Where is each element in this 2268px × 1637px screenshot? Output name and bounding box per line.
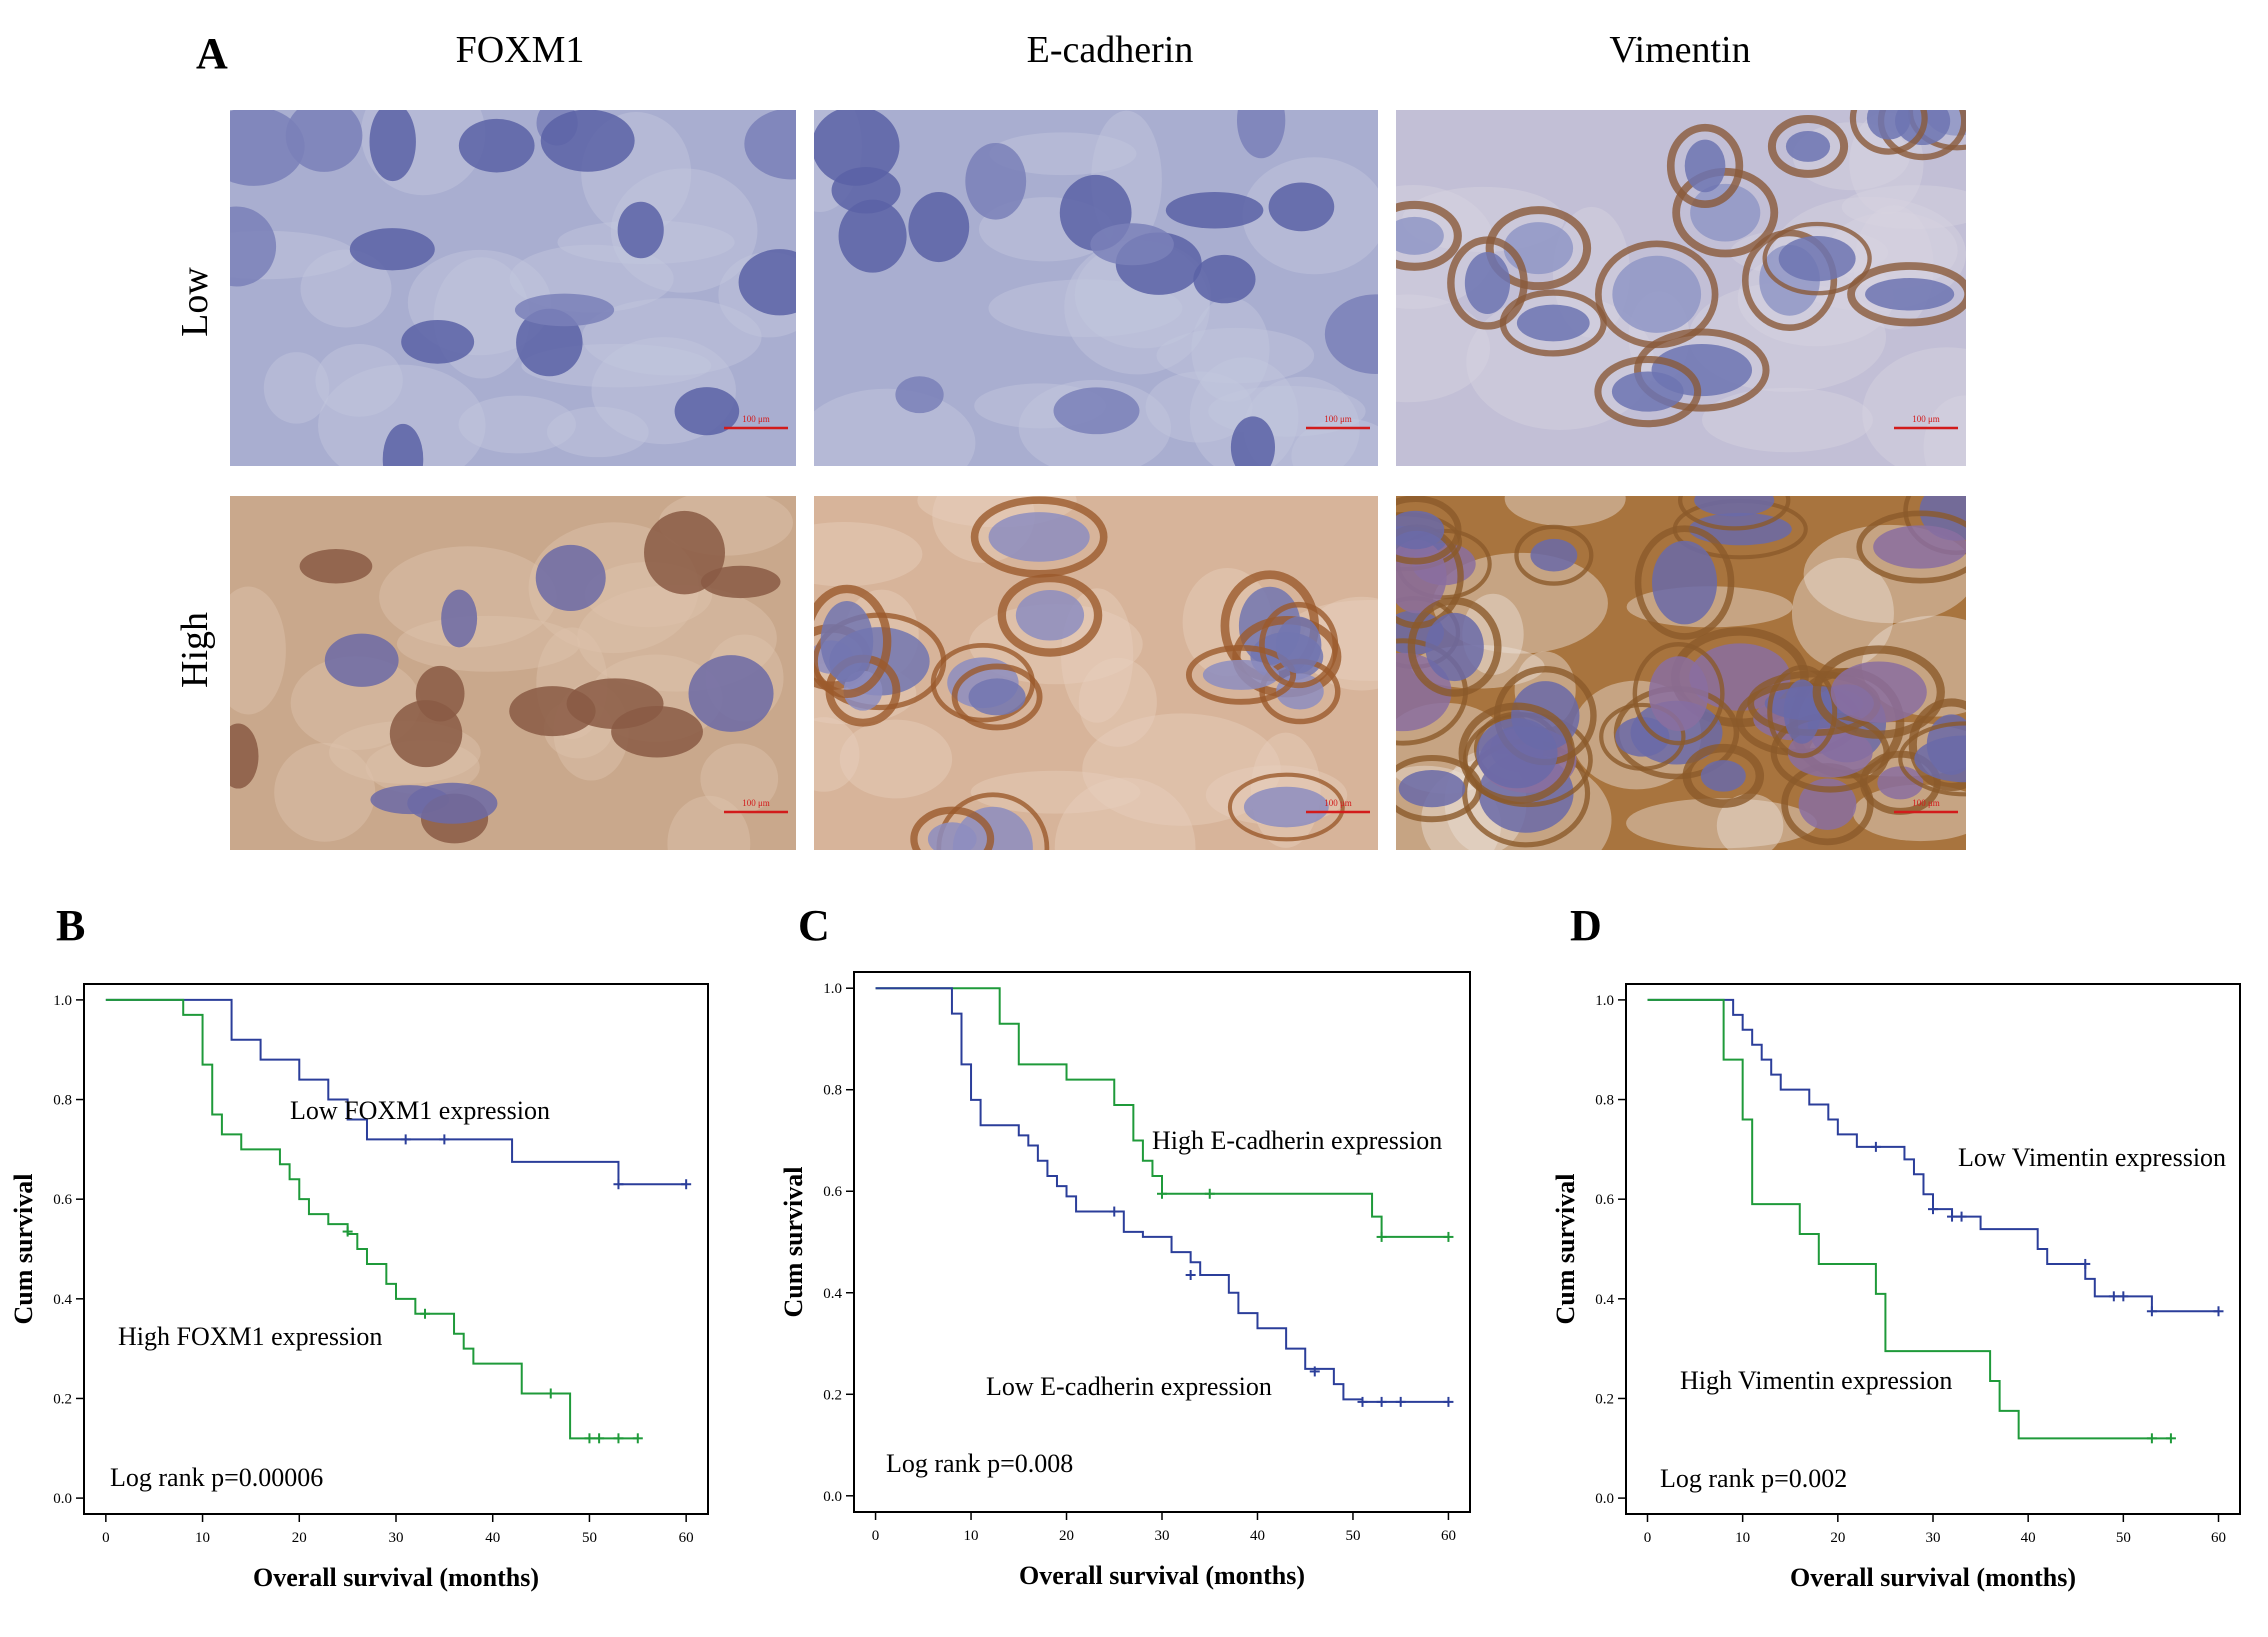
micrograph-texture: 100 μm xyxy=(1396,110,1966,466)
x-tick-label: 60 xyxy=(679,1530,694,1546)
series-label-1: High Vimentin expression xyxy=(1680,1366,1952,1395)
x-tick-label: 10 xyxy=(964,1528,979,1544)
column-title-e-cadherin: E-cadherin xyxy=(1026,29,1194,71)
micrograph-texture: 100 μm xyxy=(814,496,1378,850)
micrograph-vimentin-high: 100 μm xyxy=(1396,496,1966,850)
micrograph-e-cadherin-high: 100 μm xyxy=(814,496,1378,850)
micrograph-foxm1-low: 100 μm xyxy=(230,110,796,466)
micrograph-e-cadherin-low: 100 μm xyxy=(814,110,1378,466)
y-axis-label: Cum survival xyxy=(9,1174,38,1325)
plot-frame xyxy=(83,983,709,1515)
x-tick-label: 40 xyxy=(2021,1530,2036,1546)
scale-bar-label: 100 μm xyxy=(1324,414,1352,424)
plot-frame xyxy=(1625,983,2241,1515)
y-axis-label: Cum survival xyxy=(779,1167,808,1318)
x-tick-label: 30 xyxy=(1926,1530,1941,1546)
x-tick-label: 60 xyxy=(1441,1528,1456,1544)
km-chart-vimentin: 0 10 20 30 40 50 60 0.0 0.2 0.4 0.6 0.8 1.0 Overall s… xyxy=(1551,983,2241,1592)
row-label-high: High xyxy=(174,612,216,688)
km-curve-0 xyxy=(875,987,1449,1238)
km-chart-foxm1: 0 10 20 30 40 50 60 0.0 0.2 0.4 0.6 0.8 1.0 Overall s… xyxy=(9,983,709,1592)
scale-bar-label: 100 μm xyxy=(742,414,770,424)
x-tick-label: 40 xyxy=(1250,1528,1265,1544)
scale-bar-label: 100 μm xyxy=(1912,414,1940,424)
x-tick-label: 10 xyxy=(195,1530,210,1546)
y-tick-label: 0.0 xyxy=(1595,1491,1614,1507)
y-tick-label: 0.2 xyxy=(823,1387,842,1403)
km-curve-1 xyxy=(1647,998,2171,1440)
micrograph-texture: 100 μm xyxy=(230,496,796,850)
micrograph-texture: 100 μm xyxy=(1396,496,1966,850)
x-axis-label: Overall survival (months) xyxy=(1790,1563,2076,1592)
micrograph-texture: 100 μm xyxy=(230,110,796,466)
y-tick-label: 0.2 xyxy=(53,1391,72,1407)
x-tick-label: 30 xyxy=(389,1530,404,1546)
y-tick-label: 0.8 xyxy=(823,1083,842,1099)
scale-bar-label: 100 μm xyxy=(742,798,770,808)
x-tick-label: 10 xyxy=(1735,1530,1750,1546)
y-tick-label: 0.4 xyxy=(823,1286,842,1302)
x-tick-label: 50 xyxy=(582,1530,597,1546)
log-rank-annotation: Log rank p=0.002 xyxy=(1660,1464,1847,1493)
panel-b-label: B xyxy=(56,901,86,950)
x-tick-label: 20 xyxy=(292,1530,307,1546)
x-tick-label: 50 xyxy=(1345,1528,1360,1544)
scale-bar-label: 100 μm xyxy=(1912,798,1940,808)
series-label-0: Low FOXM1 expression xyxy=(290,1096,550,1125)
y-tick-label: 0.6 xyxy=(53,1192,72,1208)
km-curve-1 xyxy=(875,987,1449,1403)
x-tick-label: 50 xyxy=(2116,1530,2131,1546)
x-tick-label: 0 xyxy=(102,1530,110,1546)
y-tick-label: 0.8 xyxy=(53,1093,72,1109)
km-curve-0 xyxy=(105,998,687,1186)
scale-bar-label: 100 μm xyxy=(1324,798,1352,808)
km-curve-0 xyxy=(1647,998,2219,1313)
log-rank-annotation: Log rank p=0.008 xyxy=(886,1449,1073,1478)
log-rank-annotation: Log rank p=0.00006 xyxy=(110,1463,323,1492)
y-tick-label: 0.4 xyxy=(53,1292,72,1308)
series-label-1: Low E-cadherin expression xyxy=(986,1372,1272,1401)
series-label-1: High FOXM1 expression xyxy=(118,1322,382,1351)
km-curve-1 xyxy=(105,998,638,1440)
x-axis-label: Overall survival (months) xyxy=(1019,1561,1305,1590)
y-tick-label: 0.0 xyxy=(53,1491,72,1507)
y-tick-label: 0.4 xyxy=(1595,1292,1614,1308)
y-tick-label: 0.6 xyxy=(823,1184,842,1200)
column-title-foxm1: FOXM1 xyxy=(455,29,585,71)
y-axis-label: Cum survival xyxy=(1551,1174,1580,1325)
x-tick-label: 40 xyxy=(485,1530,500,1546)
y-tick-label: 0.6 xyxy=(1595,1192,1614,1208)
series-label-0: High E-cadherin expression xyxy=(1152,1126,1442,1155)
x-tick-label: 20 xyxy=(1059,1528,1074,1544)
plot-frame xyxy=(853,971,1471,1513)
panel-a-label: A xyxy=(196,29,228,78)
micrograph-vimentin-low: 100 μm xyxy=(1396,110,1966,466)
row-label-low: Low xyxy=(174,267,216,337)
y-tick-label: 0.0 xyxy=(823,1489,842,1505)
x-tick-label: 20 xyxy=(1830,1530,1845,1546)
y-tick-label: 1.0 xyxy=(53,993,72,1009)
y-tick-label: 0.2 xyxy=(1595,1391,1614,1407)
series-label-0: Low Vimentin expression xyxy=(1958,1143,2226,1172)
micrograph-texture: 100 μm xyxy=(814,110,1378,466)
micrograph-foxm1-high: 100 μm xyxy=(230,496,796,850)
x-tick-label: 30 xyxy=(1155,1528,1170,1544)
km-chart-e-cadherin: 0 10 20 30 40 50 60 0.0 0.2 0.4 0.6 0.8 1.0 Overall s… xyxy=(779,971,1471,1590)
x-axis-label: Overall survival (months) xyxy=(253,1563,539,1592)
x-tick-label: 0 xyxy=(872,1528,880,1544)
panel-c-label: C xyxy=(798,901,830,950)
y-tick-label: 1.0 xyxy=(1595,993,1614,1009)
y-tick-label: 1.0 xyxy=(823,981,842,997)
x-tick-label: 0 xyxy=(1644,1530,1652,1546)
y-tick-label: 0.8 xyxy=(1595,1093,1614,1109)
x-tick-label: 60 xyxy=(2211,1530,2226,1546)
column-title-vimentin: Vimentin xyxy=(1609,29,1751,71)
panel-d-label: D xyxy=(1570,901,1602,950)
